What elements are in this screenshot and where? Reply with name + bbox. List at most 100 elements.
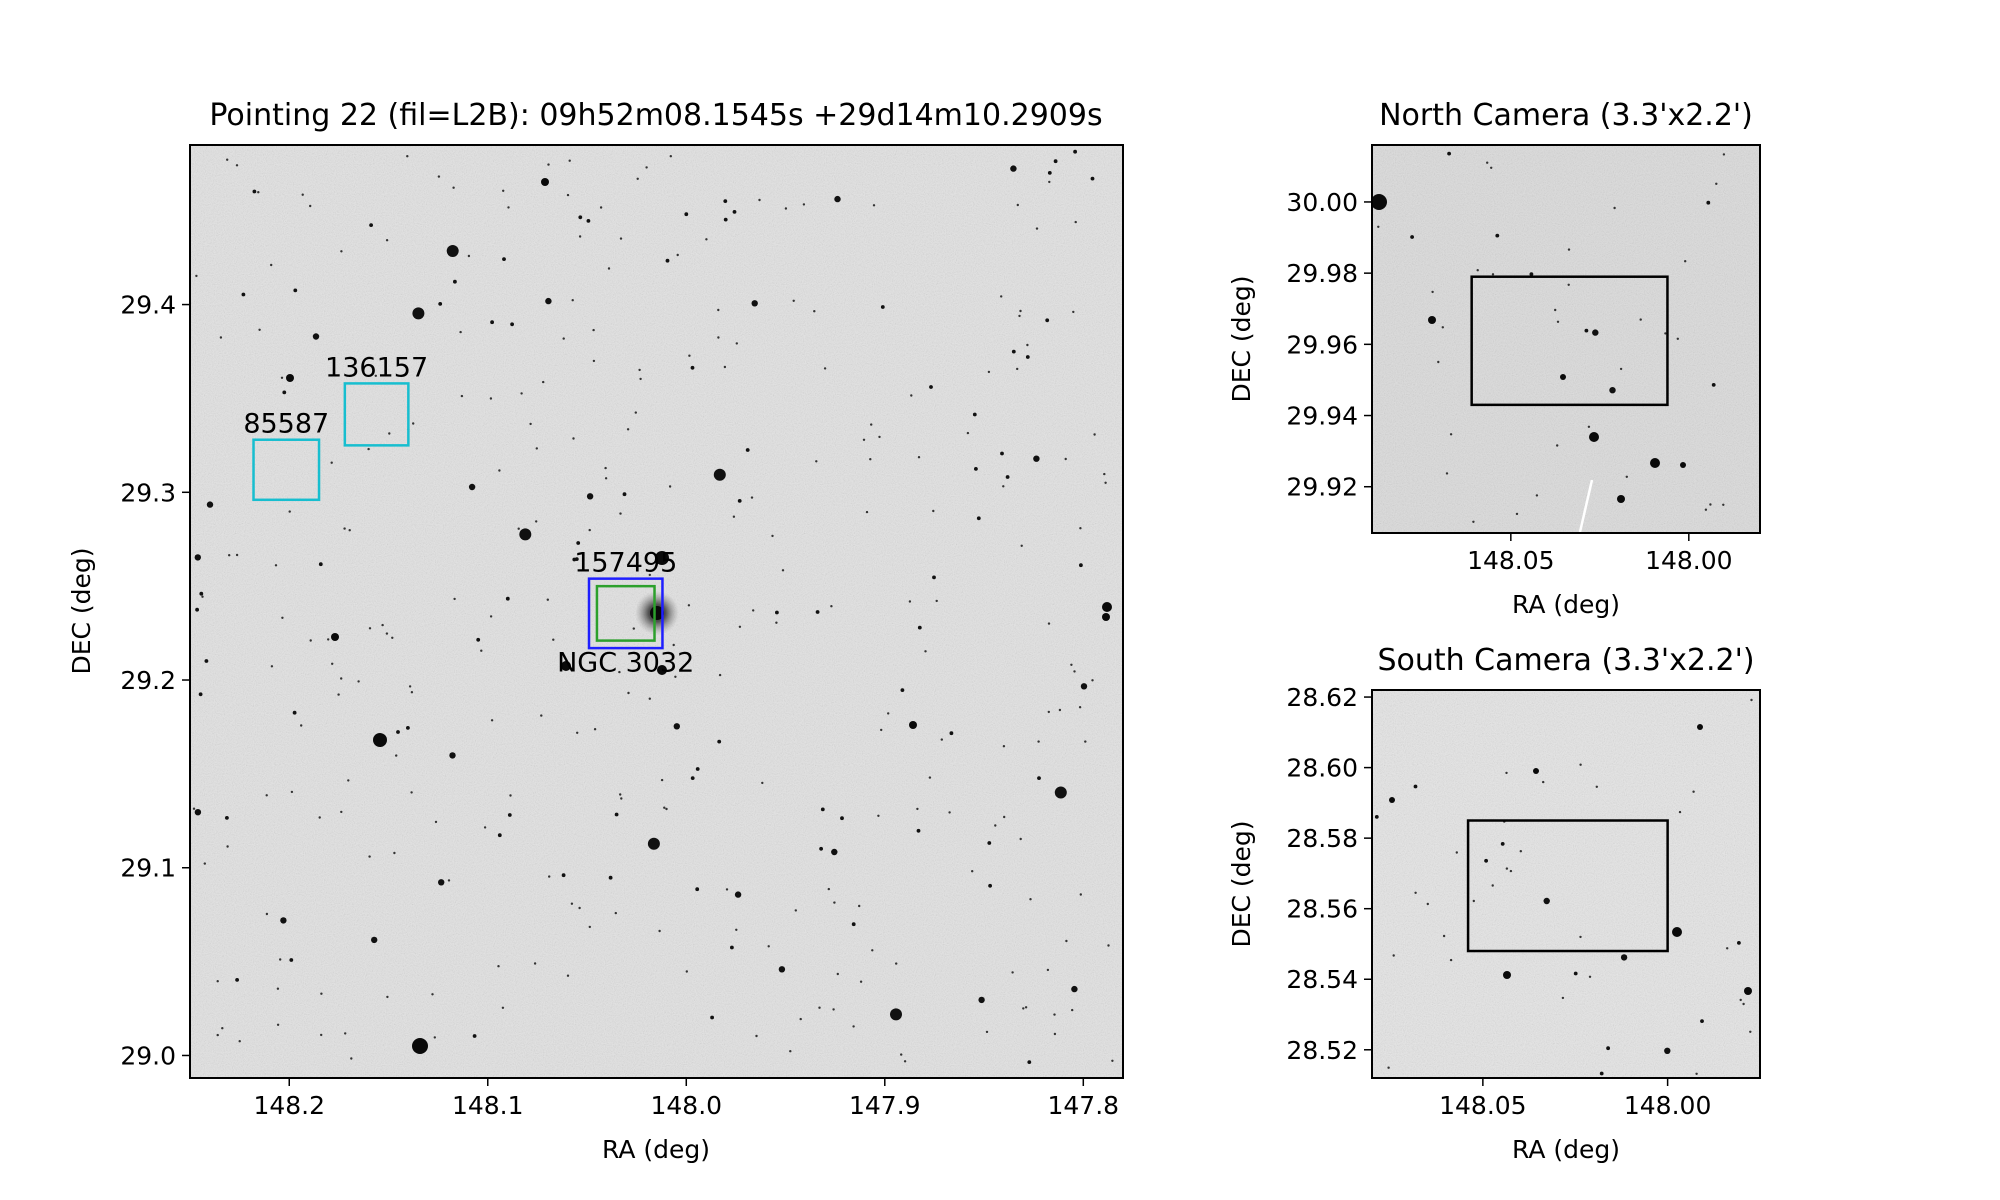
star	[732, 210, 737, 214]
star	[542, 380, 545, 384]
star	[1678, 810, 1682, 814]
star	[452, 186, 455, 189]
main-box-157495	[587, 577, 664, 650]
star	[293, 288, 298, 293]
bright-star	[1672, 927, 1682, 937]
star	[1026, 343, 1029, 347]
main-xtick-label: 147.9	[849, 1091, 921, 1120]
main-ytick-label: 29.4	[120, 291, 176, 320]
star	[195, 607, 200, 612]
star	[386, 995, 389, 999]
star	[238, 1040, 241, 1043]
star	[752, 609, 755, 612]
star	[1491, 884, 1494, 887]
star	[1072, 310, 1075, 314]
star	[994, 824, 997, 827]
star	[330, 461, 333, 464]
star	[1392, 954, 1395, 957]
star	[276, 1023, 280, 1026]
star	[367, 447, 370, 451]
star	[374, 374, 377, 377]
north-xtick-label: 148.05	[1467, 546, 1554, 575]
bright-star	[657, 665, 667, 675]
star	[343, 527, 346, 530]
star	[347, 779, 350, 782]
south-ytick-label: 28.62	[1286, 683, 1358, 712]
south-box-fov	[1466, 819, 1669, 953]
star	[593, 728, 597, 731]
star	[1053, 1032, 1057, 1036]
south-ytick-label: 28.56	[1286, 895, 1358, 924]
star	[1426, 902, 1430, 906]
star	[1093, 433, 1096, 436]
star	[216, 980, 219, 983]
star	[688, 354, 691, 357]
bright-star	[1503, 971, 1511, 979]
star	[221, 1027, 224, 1030]
star	[312, 333, 320, 340]
star	[1020, 544, 1023, 547]
main-y-ticks: 29.4 29.3 29.2 29.1 29.0	[120, 291, 190, 1070]
star	[717, 739, 722, 744]
star	[852, 1025, 855, 1028]
star	[1022, 1007, 1025, 1010]
star	[632, 627, 635, 630]
star	[480, 649, 483, 652]
star	[412, 307, 425, 320]
star	[535, 520, 538, 523]
star	[1509, 869, 1513, 873]
star	[687, 604, 691, 607]
north-y-label: DEC (deg)	[1227, 275, 1256, 402]
star	[472, 1034, 477, 1038]
star	[586, 493, 594, 500]
star	[684, 212, 689, 217]
star	[1684, 260, 1687, 263]
star	[270, 665, 274, 668]
north-ytick-label: 29.92	[1286, 473, 1358, 502]
star	[385, 239, 389, 242]
star	[834, 195, 841, 203]
star	[226, 845, 229, 848]
star	[789, 1050, 792, 1053]
north-x-label: RA (deg)	[1512, 590, 1620, 619]
star	[976, 516, 981, 521]
star	[634, 411, 637, 414]
star	[619, 512, 622, 515]
south-y-ticks: 28.62 28.60 28.58 28.56 28.54 28.52	[1286, 683, 1372, 1065]
star	[592, 328, 595, 332]
star	[639, 377, 642, 381]
star	[978, 996, 985, 1004]
star	[571, 299, 574, 302]
star	[1079, 563, 1083, 568]
star	[318, 562, 323, 567]
star	[1377, 225, 1380, 228]
star	[717, 308, 720, 312]
star	[1455, 851, 1459, 854]
star	[1490, 166, 1493, 169]
bright-star	[1389, 797, 1395, 803]
bright-star	[1102, 602, 1112, 612]
star	[685, 970, 688, 973]
star	[1529, 272, 1534, 276]
north-box-fov	[1470, 275, 1669, 407]
star	[987, 841, 992, 845]
star	[755, 1034, 758, 1038]
main-box-label: 136157	[325, 352, 428, 383]
star	[1486, 161, 1489, 164]
star	[917, 456, 921, 459]
star	[490, 320, 494, 325]
south-title: South Camera (3.3'x2.2')	[1377, 643, 1754, 678]
star	[1047, 710, 1051, 714]
star	[460, 394, 464, 398]
star	[663, 806, 666, 809]
star	[735, 928, 738, 931]
star	[505, 596, 510, 601]
star	[395, 754, 398, 757]
star	[792, 299, 795, 302]
star	[1447, 151, 1451, 156]
bright-star	[909, 721, 917, 729]
star	[932, 575, 936, 580]
star	[1573, 971, 1578, 976]
star	[669, 155, 672, 158]
